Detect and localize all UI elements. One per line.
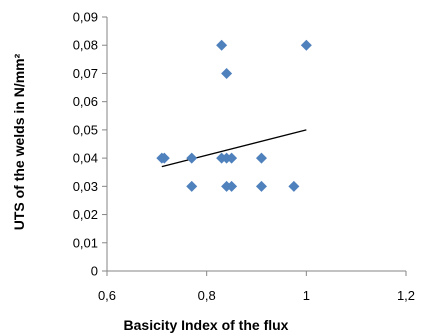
- x-tick-label: 0,6: [98, 288, 116, 303]
- x-axis-title: Basicity Index of the flux: [124, 317, 289, 333]
- data-point: [288, 180, 300, 192]
- data-point: [226, 180, 238, 192]
- y-axis-title: UTS of the welds in N/mm²: [11, 53, 27, 230]
- axes: [102, 16, 407, 276]
- trendline: [161, 129, 307, 168]
- data-point: [216, 39, 228, 51]
- y-tick-label: 0,05: [73, 122, 98, 137]
- data-point: [186, 180, 198, 192]
- tick-labels: 0 0,01 0,02 0,03 0,04 0,05 0,06 0,07 0,08 0,09 0,6…: [73, 10, 415, 304]
- y-tick-label: 0,04: [73, 151, 98, 166]
- data-point: [255, 152, 267, 164]
- y-tick-label: 0,09: [73, 10, 98, 25]
- data-point: [221, 67, 233, 79]
- y-tick-label: 0,07: [73, 66, 98, 81]
- x-tick-label: 1: [303, 288, 310, 303]
- data-point: [226, 152, 238, 164]
- trendline-group: [161, 129, 307, 168]
- y-tick-label: 0,02: [73, 207, 98, 222]
- data-point: [300, 39, 312, 51]
- data-point: [255, 180, 267, 192]
- x-tick-label: 0,8: [198, 288, 216, 303]
- data-point: [158, 152, 170, 164]
- y-tick-label: 0,01: [73, 235, 98, 250]
- data-point: [186, 152, 198, 164]
- data-points: [156, 39, 312, 192]
- y-tick-label: 0: [91, 264, 98, 279]
- x-tick-label: 1,2: [397, 288, 415, 303]
- y-tick-label: 0,08: [73, 38, 98, 53]
- y-tick-label: 0,03: [73, 179, 98, 194]
- y-tick-label: 0,06: [73, 94, 98, 109]
